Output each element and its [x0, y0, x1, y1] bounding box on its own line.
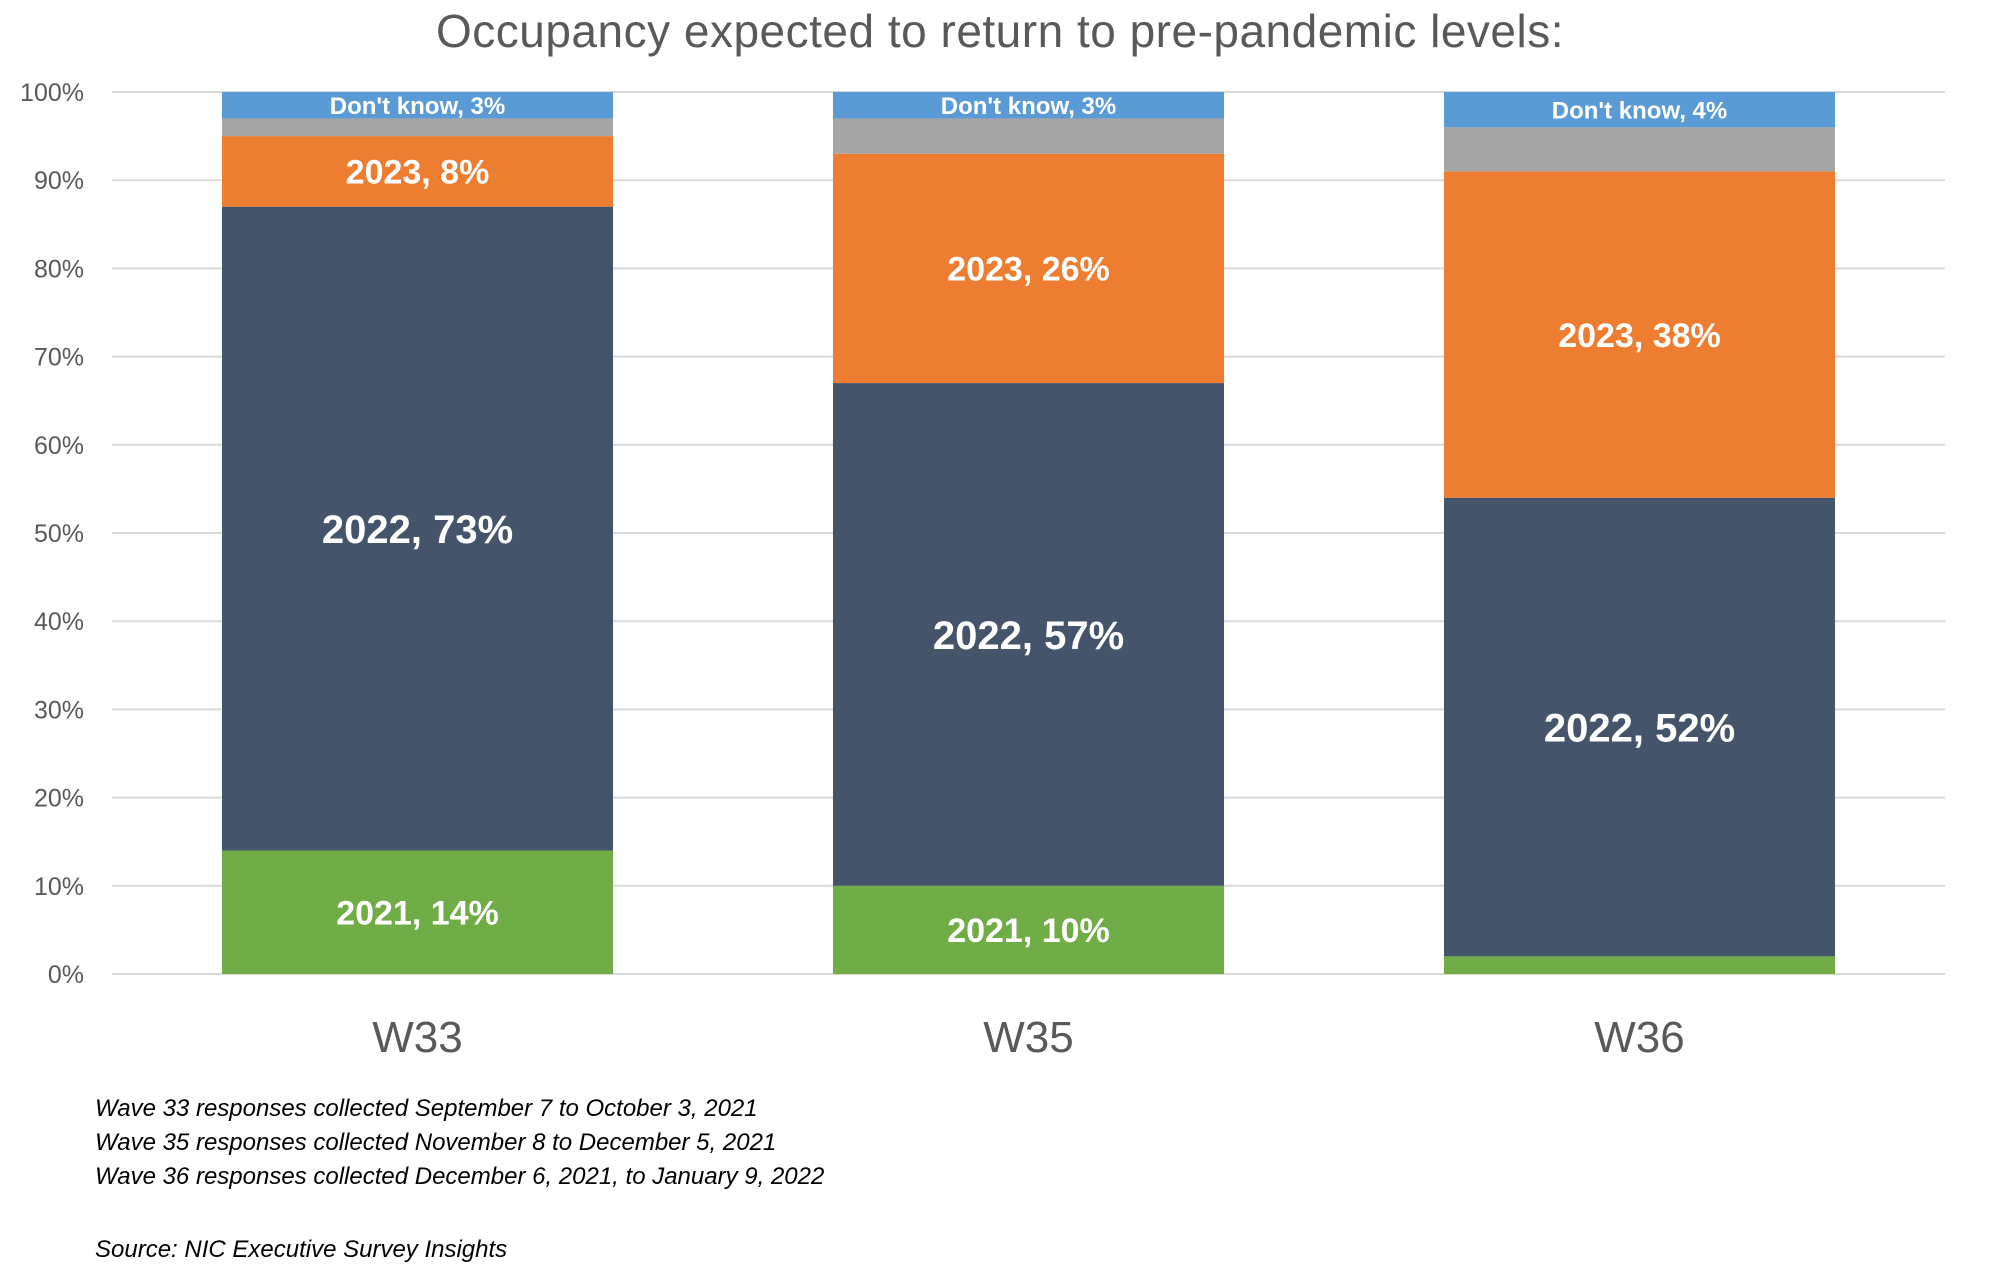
y-tick-label: 90% [34, 167, 84, 195]
note-wave-35: Wave 35 responses collected November 8 t… [95, 1129, 777, 1156]
y-tick-label: 40% [34, 608, 84, 636]
y-tick-label: 100% [20, 79, 84, 107]
bar-segment-2022-w35 [832, 383, 1225, 886]
data-label-2022-w35: 2022, 57% [933, 614, 1124, 658]
data-label-2023-w33: 2023, 8% [346, 154, 490, 192]
bar-segment-2021-w35 [832, 885, 1225, 974]
bar-segment-dont-know-w36 [1443, 92, 1836, 128]
source-note: Source: NIC Executive Survey Insights [95, 1236, 508, 1263]
data-label-dont-know-w35: Don't know, 3% [941, 93, 1117, 120]
y-tick-label: 0% [48, 961, 84, 989]
bar-segment-dont-know-w33 [221, 92, 614, 119]
y-tick-label: 80% [34, 255, 84, 283]
y-axis-ticks: 0% 10% 20% 30% 40% 50% 60% 70% 80% 90% 100% [20, 79, 84, 989]
bar-segment-2023-w33 [221, 136, 614, 207]
y-tick-label: 70% [34, 344, 84, 372]
bar-segment-dont-know-w35 [832, 92, 1225, 119]
data-labels: 2021, 14% 2022, 73% 2023, 8% Don't know, 3%… [322, 93, 1735, 950]
data-label-2021-w33: 2021, 14% [336, 895, 499, 933]
data-label-2021-w35: 2021, 10% [947, 912, 1110, 950]
y-tick-label: 60% [34, 432, 84, 460]
note-wave-33: Wave 33 responses collected September 7 … [95, 1095, 758, 1122]
note-wave-36: Wave 36 responses collected December 6, … [95, 1163, 825, 1190]
wave-notes: Wave 33 responses collected September 7 … [95, 1092, 824, 1194]
bar-segment-2021-w36 [1443, 956, 1836, 974]
chart-title: Occupancy expected to return to pre-pand… [435, 5, 1565, 57]
bar-segment-other-w33 [221, 118, 614, 137]
data-label-2023-w35: 2023, 26% [947, 251, 1110, 289]
bars [221, 92, 1836, 974]
bar-segment-2022-w36 [1443, 497, 1836, 957]
data-label-dont-know-w33: Don't know, 3% [330, 93, 506, 120]
data-label-2023-w36: 2023, 38% [1558, 317, 1721, 355]
data-label-2022-w36: 2022, 52% [1544, 706, 1735, 750]
bar-segment-2021-w33 [221, 850, 614, 974]
bar-segment-2023-w36 [1443, 171, 1836, 498]
bar-segment-2022-w33 [221, 206, 614, 851]
data-label-dont-know-w36: Don't know, 4% [1552, 97, 1728, 124]
bar-segment-2023-w35 [832, 153, 1225, 384]
x-tick-label: W33 [372, 1013, 462, 1062]
x-axis-ticks: W33 W35 W36 [372, 1013, 1684, 1062]
y-tick-label: 20% [34, 785, 84, 813]
data-label-2022-w33: 2022, 73% [322, 508, 513, 552]
bar-segment-other-w36 [1443, 127, 1836, 172]
y-tick-label: 10% [34, 873, 84, 901]
bar-segment-other-w35 [832, 118, 1225, 154]
x-tick-label: W35 [983, 1013, 1073, 1062]
y-tick-label: 30% [34, 696, 84, 724]
stacked-bar-chart: 0% 10% 20% 30% 40% 50% 60% 70% 80% 90% 100% 2021, … [20, 79, 1945, 1062]
x-tick-label: W36 [1594, 1013, 1684, 1062]
y-tick-label: 50% [34, 520, 84, 548]
